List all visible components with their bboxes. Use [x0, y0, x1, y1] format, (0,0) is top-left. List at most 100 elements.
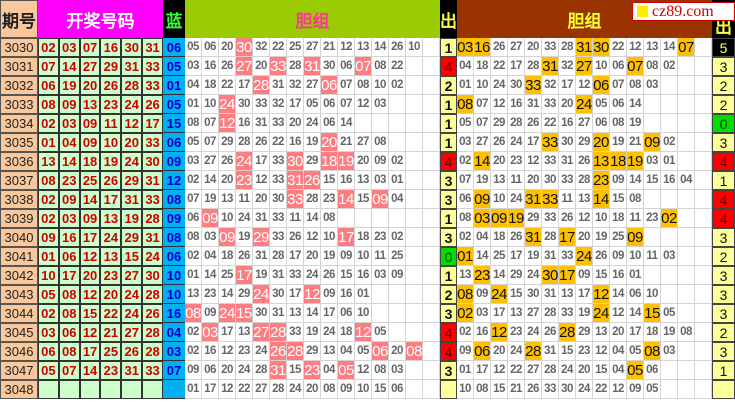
left-group-number: 10 [372, 76, 389, 95]
right-group-number: 13 [508, 304, 525, 323]
right-group-number: 20 [610, 323, 627, 342]
red-number: 24 [142, 247, 163, 266]
right-group-number: 31 [559, 152, 576, 171]
out-count: 3 [440, 228, 457, 247]
right-group-number: 28 [525, 57, 542, 76]
red-number: 22 [100, 304, 122, 323]
left-group-number: 24 [304, 266, 321, 285]
left-group-number: 22 [270, 38, 287, 57]
left-group-number: 11 [236, 190, 253, 209]
left-group-number: 08 [372, 133, 389, 152]
right-group-number [695, 76, 712, 95]
blue-number: 06 [163, 247, 185, 266]
blue-header: 蓝 [163, 0, 185, 38]
right-group-number: 03 [457, 133, 474, 152]
left-group-number: 18 [202, 76, 219, 95]
blue-number: 03 [163, 342, 185, 361]
right-group-number: 30 [559, 380, 576, 399]
red-number: 03 [58, 114, 80, 133]
left-group-number: 20 [219, 38, 236, 57]
left-group-number-highlighted: 06 [372, 342, 389, 361]
left-group-number: 26 [287, 228, 304, 247]
red-number: 05 [38, 361, 59, 380]
right-group-number: 30 [559, 133, 576, 152]
left-group-number: 15 [372, 380, 389, 399]
red-number [121, 380, 143, 399]
right-group-number: 06 [644, 361, 661, 380]
red-number: 23 [100, 266, 122, 285]
right-group-number-highlighted: 06 [593, 76, 610, 95]
left-group-number-highlighted: 31 [304, 57, 321, 76]
right-group-number: 10 [457, 380, 474, 399]
left-group-number: 07 [202, 133, 219, 152]
red-number: 07 [58, 361, 80, 380]
red-number: 15 [121, 247, 143, 266]
left-group-number [406, 380, 423, 399]
period-cell: 3037 [0, 171, 38, 190]
out-count-right: 2 [712, 323, 735, 342]
right-group-number-highlighted: 03 [457, 38, 474, 57]
period-cell: 3045 [0, 323, 38, 342]
right-group-number: 20 [559, 95, 576, 114]
right-group-number: 28 [559, 38, 576, 57]
out-count: 1 [440, 95, 457, 114]
right-group-number [661, 228, 678, 247]
left-group-number [423, 114, 440, 133]
blue-number: 09 [163, 152, 185, 171]
red-number: 13 [38, 152, 59, 171]
left-group-number [423, 190, 440, 209]
right-group-number-highlighted: 09 [644, 133, 661, 152]
red-number: 24 [100, 228, 122, 247]
left-group-number: 12 [253, 171, 270, 190]
right-group-number: 02 [457, 323, 474, 342]
right-group-number: 13 [457, 266, 474, 285]
right-group-number-highlighted: 24 [576, 247, 593, 266]
red-number: 01 [38, 133, 59, 152]
right-group-number [661, 380, 678, 399]
right-group-number: 12 [610, 304, 627, 323]
left-group-number: 06 [338, 304, 355, 323]
right-group-number [695, 114, 712, 133]
right-group-number: 33 [559, 171, 576, 190]
blue-number: 06 [163, 38, 185, 57]
right-group-number: 12 [627, 38, 644, 57]
right-group-number: 14 [627, 95, 644, 114]
right-group-number [695, 285, 712, 304]
right-group-number: 20 [491, 152, 508, 171]
left-group-number: 05 [304, 95, 321, 114]
right-group-number: 13 [593, 323, 610, 342]
right-group-number-highlighted: 17 [559, 266, 576, 285]
right-group-number-highlighted: 33 [542, 190, 559, 209]
out-count: 3 [440, 190, 457, 209]
left-group-number [423, 285, 440, 304]
right-group-number [695, 266, 712, 285]
left-group-number-highlighted: 08 [185, 304, 202, 323]
left-group-number: 18 [219, 247, 236, 266]
out-count: 4 [440, 342, 457, 361]
right-group-number-highlighted: 07 [627, 57, 644, 76]
left-group-number: 24 [236, 209, 253, 228]
right-group-number-highlighted: 08 [644, 342, 661, 361]
left-group-number [406, 95, 423, 114]
left-group-number: 29 [236, 285, 253, 304]
right-group-number: 06 [627, 285, 644, 304]
left-group-number: 30 [236, 95, 253, 114]
blue-number: 06 [163, 133, 185, 152]
right-group-number: 33 [542, 95, 559, 114]
right-group-number: 06 [457, 190, 474, 209]
left-group-number-highlighted: 03 [202, 323, 219, 342]
left-group-number: 19 [202, 190, 219, 209]
red-number: 19 [121, 209, 143, 228]
red-number: 12 [79, 247, 101, 266]
left-group-number: 26 [219, 57, 236, 76]
left-group-number-highlighted: 31 [270, 361, 287, 380]
left-group-number: 31 [253, 209, 270, 228]
left-group-number: 07 [202, 114, 219, 133]
left-group-number: 11 [372, 247, 389, 266]
right-group-number [644, 266, 661, 285]
right-group-number: 20 [525, 38, 542, 57]
right-group-number: 21 [627, 133, 644, 152]
right-group-number: 08 [474, 380, 491, 399]
left-group-number: 17 [287, 95, 304, 114]
left-group-number: 32 [253, 38, 270, 57]
